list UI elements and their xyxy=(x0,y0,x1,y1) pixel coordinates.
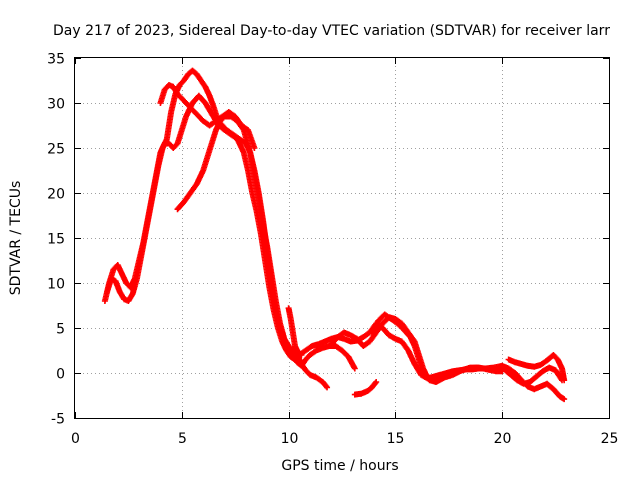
data-point xyxy=(324,384,331,391)
x-tick-label: 5 xyxy=(178,431,187,447)
y-tick-label: 35 xyxy=(47,52,65,68)
y-tick-label: 25 xyxy=(47,142,65,158)
x-tick-label: 20 xyxy=(494,431,512,447)
y-axis-label: SDTVAR / TECUs xyxy=(8,181,24,296)
data-points xyxy=(101,67,568,403)
series-track-e xyxy=(285,305,305,358)
series-track-i xyxy=(505,352,568,384)
y-tick-label: 30 xyxy=(47,97,65,113)
data-point xyxy=(323,383,330,390)
data-point xyxy=(372,380,379,387)
series-track-d xyxy=(174,113,331,391)
data-point xyxy=(499,368,506,375)
x-tick-label: 0 xyxy=(71,431,80,447)
y-tick-label: -5 xyxy=(51,412,65,428)
data-point xyxy=(298,352,305,358)
chart-title: Day 217 of 2023, Sidereal Day-to-day VTE… xyxy=(53,23,610,39)
series-track-f xyxy=(328,314,568,403)
data-point xyxy=(351,365,358,372)
axis-ticks: 0 5 10 15 20 25 -5 0 5 10 15 20 25 30 35 xyxy=(47,52,618,448)
x-tick-label: 25 xyxy=(601,431,619,447)
data-point xyxy=(297,350,304,357)
data-point xyxy=(373,379,380,385)
y-tick-label: 10 xyxy=(47,277,65,293)
y-tick-label: 15 xyxy=(47,232,65,248)
y-tick-label: 5 xyxy=(56,322,65,338)
series-track-g xyxy=(368,311,506,385)
x-axis-label: GPS time / hours xyxy=(281,458,398,474)
grid xyxy=(75,58,609,418)
y-tick-label: 20 xyxy=(47,187,65,203)
plot-frame xyxy=(74,57,610,419)
x-tick-label: 15 xyxy=(387,431,405,447)
y-tick-label: 0 xyxy=(56,367,65,383)
data-point xyxy=(561,396,568,403)
data-point xyxy=(561,377,568,384)
x-tick-label: 10 xyxy=(281,431,299,447)
data-point xyxy=(251,145,258,151)
series-track-h xyxy=(351,379,380,398)
